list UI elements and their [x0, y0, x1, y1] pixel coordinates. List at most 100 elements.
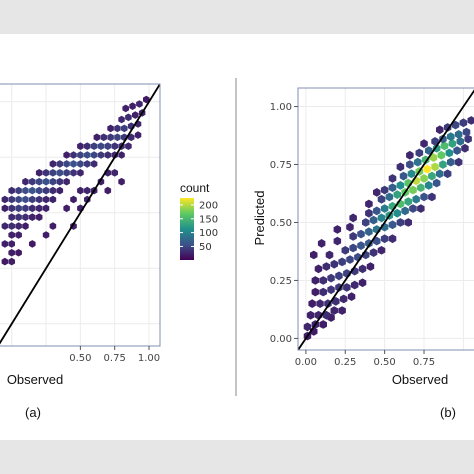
hexbin-cell: [314, 264, 323, 274]
hexbin-cell: [365, 227, 373, 237]
hexbin-cell: [462, 127, 471, 137]
hexbin-cell: [8, 213, 15, 221]
hexbin-cell: [29, 240, 36, 248]
hexbin-cell: [77, 151, 84, 159]
hexbin-cell: [29, 195, 36, 204]
hexbin-cell: [443, 123, 452, 132]
hexbin-cell: [365, 239, 373, 248]
legend-tick-label: 200: [199, 200, 218, 211]
hexbin-cell: [316, 299, 324, 308]
hexbin-cell: [35, 177, 43, 186]
hexbin-cell: [49, 195, 57, 204]
hexbin-cell: [56, 169, 64, 177]
hexbin-cell: [333, 236, 342, 246]
hexbin-cell: [15, 249, 22, 257]
hexbin-cell: [346, 255, 354, 264]
hexbin-cell: [406, 160, 414, 169]
hexbin-cell: [406, 150, 414, 160]
hexbin-cell: [428, 171, 436, 181]
hexbin-cell: [377, 194, 386, 204]
hexbin-cell: [380, 185, 389, 195]
panel-a-x-axis-title: Observed: [7, 372, 63, 387]
hexbin-cell: [143, 95, 150, 104]
hexbin-cell: [70, 160, 77, 168]
hexbin-cell: [310, 250, 318, 260]
hexbin-cell: [414, 157, 422, 167]
hexbin-cell: [365, 199, 373, 209]
hexbin-cell: [77, 160, 84, 168]
hexbin-cell: [393, 190, 401, 199]
hexbin-cell: [366, 262, 375, 271]
hexbin-cell: [29, 186, 36, 195]
hexbin-cell: [322, 262, 331, 271]
hexbin-cell: [104, 151, 112, 159]
panel-b-x-axis-title: Observed: [392, 372, 448, 387]
hexbin-cell: [454, 157, 463, 167]
hexbin-cell: [429, 153, 438, 162]
hexbin-cell: [93, 133, 101, 142]
hexbin-cell: [388, 183, 397, 192]
hexbin-cell: [459, 118, 468, 128]
hexbin-cell: [341, 246, 349, 255]
hexbin-cell: [333, 225, 342, 234]
hexbin-cell: [63, 151, 70, 159]
hexbin-cell: [63, 177, 70, 186]
hexbin-cell: [461, 143, 469, 153]
hexbin-cell: [35, 186, 43, 195]
hexbin-cell: [8, 249, 15, 257]
hexbin-cell: [412, 194, 420, 204]
hexbin-cell: [1, 222, 9, 230]
hexbin-cell: [385, 192, 394, 202]
hexbin-cell: [8, 231, 15, 239]
y-tick-label: 0.00: [270, 334, 292, 345]
hexbin-cell: [42, 231, 50, 239]
hexbin-cell: [1, 257, 9, 266]
hexbin-cell: [22, 177, 29, 186]
hexbin-cell: [443, 169, 452, 179]
hexbin-cell: [432, 178, 441, 188]
hexbin-cell: [327, 285, 335, 295]
hexbin-cell: [104, 142, 112, 150]
hexbin-cell: [97, 142, 105, 150]
y-tick-label: 0.50: [270, 218, 292, 229]
hexbin-cell: [324, 299, 332, 308]
hexbin-cell: [111, 142, 118, 150]
hexbin-cell: [35, 213, 43, 221]
hexbin-cell: [311, 287, 320, 297]
hexbin-cell: [90, 142, 98, 150]
hexbin-cell: [77, 142, 84, 150]
hexbin-cell: [357, 241, 365, 250]
hexbin-cell: [306, 310, 315, 320]
hexbin-cell: [420, 139, 428, 148]
y-tick-label: 1.00: [270, 102, 292, 113]
hexbin-cell: [404, 218, 412, 227]
hexbin-cell: [421, 155, 430, 165]
hexbin-cell: [122, 104, 129, 113]
hexbin-cell: [114, 124, 121, 133]
panel-b-y-axis-title: Predicted: [252, 191, 267, 246]
hexbin-cell: [454, 130, 463, 139]
hexbin-cell: [396, 162, 405, 172]
hexbin-cell: [440, 141, 449, 151]
panel-b: 0.00 0.25 0.50 0.75 0.00 0.25 0.50 0.75 1.00 Ob…: [252, 87, 474, 420]
x-tick-label: 0.25: [334, 357, 356, 368]
hexbin-cell: [22, 213, 29, 221]
hexbin-cell: [84, 160, 91, 168]
hexbin-cell: [357, 229, 365, 239]
hexbin-cell: [380, 204, 389, 213]
hexbin-cell: [15, 213, 22, 221]
hexbin-cell: [319, 287, 327, 297]
hexbin-cell: [445, 148, 453, 158]
hexbin-cell: [107, 124, 114, 133]
hexbin-cell: [325, 250, 334, 260]
hexbin-cell: [42, 204, 50, 213]
hexbin-cell: [56, 186, 64, 195]
panel-b-y-ticks: 0.00 0.25 0.50 0.75 1.00: [270, 102, 298, 345]
hexbin-cell: [317, 239, 326, 248]
hexbin-cell: [70, 169, 77, 177]
hexbin-cell: [423, 164, 431, 174]
hexbin-cell: [70, 151, 77, 159]
hexbin-cell: [377, 246, 386, 255]
hexbin-cell: [84, 151, 91, 159]
hexbin-cell: [8, 204, 15, 213]
